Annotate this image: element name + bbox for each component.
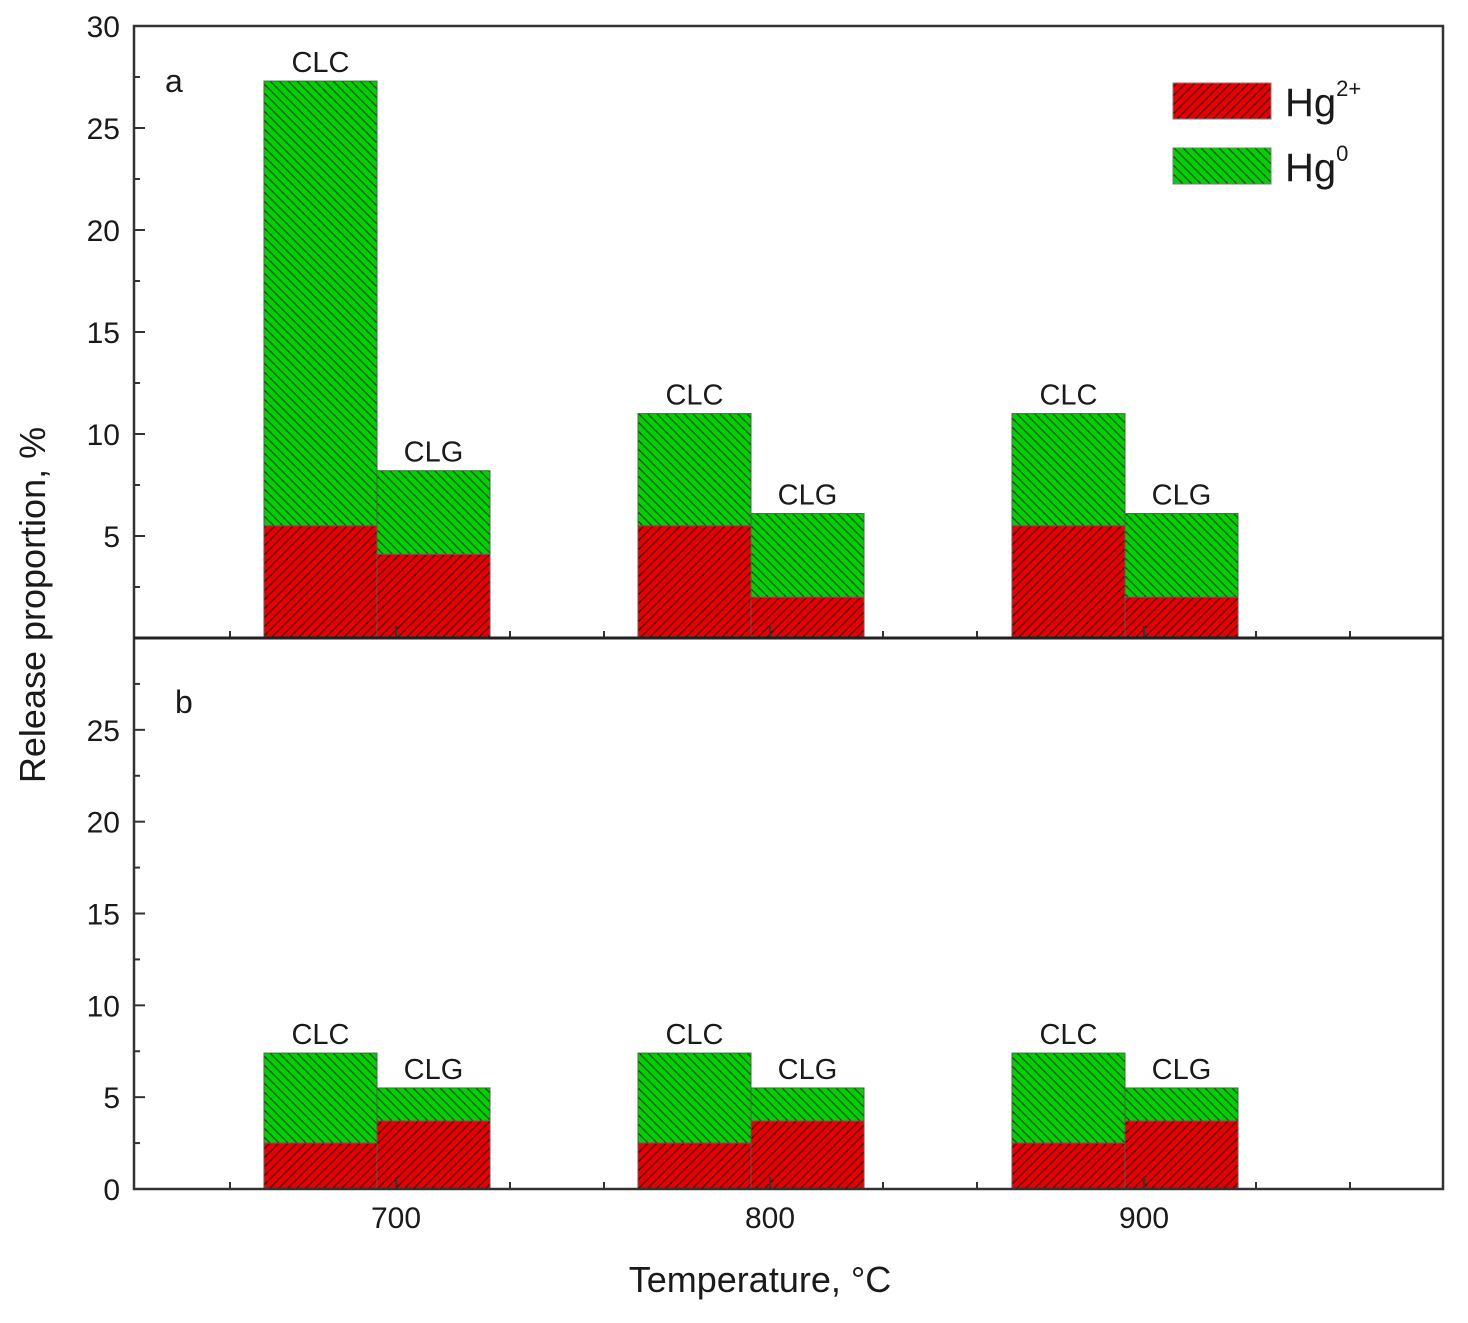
bar-segment-hg2 [1011, 1142, 1126, 1190]
bar-segment-hg2 [1124, 1120, 1239, 1190]
bar-label: CLC [1039, 1019, 1097, 1051]
bar-segment-hg2 [1011, 525, 1126, 639]
legend-hg0-base: Hg [1285, 146, 1336, 190]
x-axis-title: Temperature, °C [629, 1259, 892, 1300]
bar-segment-hg0 [1124, 1087, 1239, 1122]
bar-segment-hg2 [637, 1142, 752, 1190]
bar-segment-hg0 [263, 80, 378, 527]
y-tick-label: 25 [87, 715, 120, 748]
panel-label-b: b [175, 684, 193, 720]
bar-label: CLC [291, 1019, 349, 1051]
bar-label: CLC [665, 380, 723, 412]
y-tick-label: 0 [103, 1174, 120, 1207]
y-tick-label: 20 [87, 215, 120, 248]
bar-segment-hg0 [263, 1052, 378, 1144]
y-tick-label: 20 [87, 807, 120, 840]
legend-hg2-superscript: 2+ [1336, 76, 1361, 101]
legend-hg0-superscript: 0 [1336, 141, 1348, 166]
y-tick-label: 10 [87, 419, 120, 452]
legend-swatch-hg0 [1172, 147, 1272, 185]
y-tick-label: 5 [103, 1082, 120, 1115]
legend-hg2-base: Hg [1285, 81, 1336, 125]
bar-segment-hg2 [263, 1142, 378, 1190]
y-tick-label: 10 [87, 990, 120, 1023]
bar-segment-hg0 [750, 1087, 865, 1122]
bar-segment-hg2 [750, 1120, 865, 1190]
bar-label: CLC [1039, 380, 1097, 412]
bar-segment-hg2 [1124, 596, 1239, 639]
bar-segment-hg0 [1011, 1052, 1126, 1144]
bar-label: CLG [778, 1054, 838, 1086]
bar-segment-hg0 [750, 513, 865, 598]
y-tick-label: 15 [87, 317, 120, 350]
bar-label: CLC [665, 1019, 723, 1051]
legend: Hg2+ Hg0 [1172, 76, 1361, 190]
bar-segment-hg0 [376, 470, 491, 555]
bar-segment-hg0 [1011, 413, 1126, 527]
plot-frame-outer [132, 24, 1445, 1191]
y-tick-label: 25 [87, 113, 120, 146]
x-tick-label: 900 [1119, 1202, 1169, 1235]
bar-segment-hg2 [637, 525, 752, 639]
bar-label: CLG [1152, 1054, 1212, 1086]
bar-segment-hg2 [376, 1120, 491, 1190]
legend-label-hg2: Hg2+ [1285, 76, 1361, 125]
bar-segment-hg0 [637, 413, 752, 527]
bar-label: CLC [291, 47, 349, 79]
bar-segment-hg0 [376, 1087, 491, 1122]
x-tick-label: 700 [371, 1202, 421, 1235]
bar-label: CLG [404, 437, 464, 469]
bar-label: CLG [778, 480, 838, 512]
legend-label-hg0: Hg0 [1285, 141, 1348, 190]
y-tick-label: 15 [87, 899, 120, 932]
panel-label-a: a [165, 63, 183, 99]
bar-segment-hg0 [637, 1052, 752, 1144]
x-tick-label: 800 [745, 1202, 795, 1235]
y-tick-label: 5 [103, 521, 120, 554]
y-tick-label: 30 [87, 11, 120, 44]
y-axis-title: Release proportion, % [12, 427, 53, 783]
ticks-layer: 5 10 15 20 25 30 0 5 10 15 20 25 700 800 900 [87, 11, 1351, 1235]
legend-swatch-hg2 [1172, 82, 1272, 120]
bars-layer: CLC CLG CLC CLG CLC CLG CLC CLG CLC CLG CLC CLG [263, 47, 1239, 1190]
bar-label: CLG [404, 1054, 464, 1086]
bar-segment-hg2 [750, 596, 865, 639]
bar-segment-hg2 [376, 553, 491, 639]
bar-segment-hg0 [1124, 513, 1239, 598]
bar-segment-hg2 [263, 525, 378, 639]
bar-label: CLG [1152, 480, 1212, 512]
